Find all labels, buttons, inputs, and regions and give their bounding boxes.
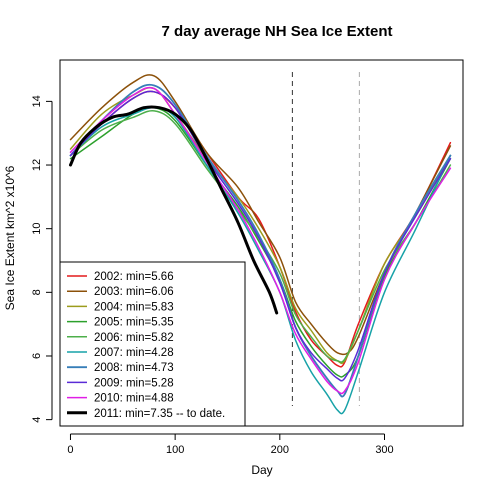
legend-entry: 2005: min=5.35 bbox=[94, 317, 174, 329]
series-line-7 bbox=[69, 90, 452, 382]
y-tick-label: 6 bbox=[31, 353, 43, 359]
x-tick-label: 200 bbox=[271, 444, 289, 456]
axes: 0 100 200 300 4 6 8 10 12 14 bbox=[31, 95, 394, 456]
legend-entry: 2003: min=6.06 bbox=[94, 286, 174, 298]
series-line-8 bbox=[69, 86, 452, 395]
x-tick-label: 0 bbox=[67, 444, 73, 456]
y-tick-label: 8 bbox=[31, 289, 43, 295]
legend-entry: 2008: min=4.73 bbox=[94, 362, 174, 374]
x-tick-label: 300 bbox=[375, 444, 393, 456]
legend: 2002: min=5.66 2003: min=6.06 2004: min=5.… bbox=[59, 261, 246, 427]
series-line-4 bbox=[69, 110, 452, 363]
y-tick-label: 10 bbox=[31, 223, 43, 235]
series-line-1 bbox=[69, 74, 452, 356]
legend-entry: 2011: min=7.35 -- to date. bbox=[94, 408, 225, 420]
reference-lines bbox=[291, 72, 360, 406]
legend-entry: 2009: min=5.28 bbox=[94, 377, 174, 389]
x-axis-label: Day bbox=[251, 463, 272, 477]
plot-frame bbox=[59, 59, 464, 427]
y-tick-label: 4 bbox=[31, 417, 43, 423]
legend-entry: 2004: min=5.83 bbox=[94, 301, 174, 313]
y-axis-label: Sea Ice Extent km^2 x10^6 bbox=[3, 165, 17, 310]
y-tick-label: 12 bbox=[31, 159, 43, 171]
chart-title: 7 day average NH Sea Ice Extent bbox=[162, 23, 393, 40]
x-tick-label: 100 bbox=[166, 444, 184, 456]
legend-entry: 2010: min=4.88 bbox=[94, 393, 174, 405]
legend-entry: 2006: min=5.82 bbox=[94, 332, 174, 344]
legend-box bbox=[59, 261, 246, 427]
y-tick-label: 14 bbox=[31, 95, 43, 107]
legend-entry: 2002: min=5.66 bbox=[94, 271, 174, 283]
legend-entry: 2007: min=4.28 bbox=[94, 347, 174, 359]
series-line-9 bbox=[69, 105, 279, 315]
series-lines bbox=[69, 74, 452, 415]
